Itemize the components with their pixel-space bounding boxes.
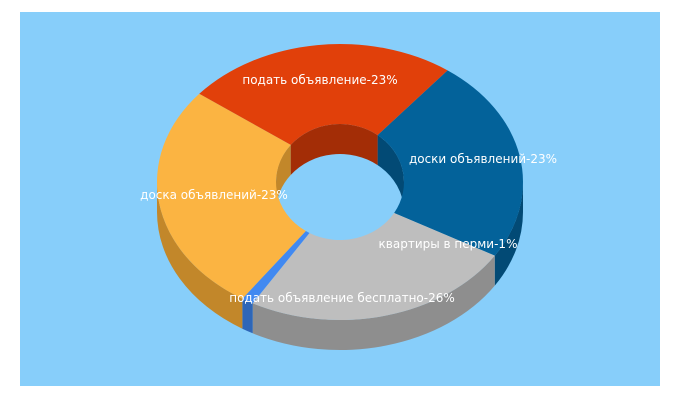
donut-chart: подать объявление-23% доски объявлений-23… — [140, 44, 557, 351]
slice-inner-wall-0 — [377, 135, 404, 212]
slice-tops — [157, 44, 523, 321]
slice-side-2 — [242, 298, 253, 334]
slice-label-1: доски объявлений-23% — [409, 152, 557, 166]
slice-side-1 — [252, 255, 495, 351]
slice-label-2: квартиры в перми-1% — [379, 237, 518, 251]
slice-3[interactable] — [157, 93, 306, 299]
slice-label-0: подать объявление-23% — [242, 73, 397, 87]
slice-label-4: доска объявлений-23% — [140, 188, 288, 202]
hole-inner-wall — [276, 123, 404, 212]
slice-4[interactable] — [199, 44, 448, 145]
slice-2[interactable] — [242, 231, 310, 304]
slice-inner-wall-4 — [290, 123, 378, 175]
slice-0[interactable] — [377, 70, 523, 256]
slice-side-3 — [157, 182, 243, 329]
slice-side-0 — [494, 182, 523, 286]
slice-inner-wall-3 — [276, 144, 291, 212]
slice-1[interactable] — [252, 212, 495, 321]
slice-sides — [157, 182, 523, 351]
chart-frame: подать объявление-23% доски объявлений-23… — [20, 12, 660, 386]
slice-label-3: подать объявление бесплатно-26% — [229, 291, 455, 305]
slice-labels: подать объявление-23% доски объявлений-23… — [140, 73, 557, 305]
